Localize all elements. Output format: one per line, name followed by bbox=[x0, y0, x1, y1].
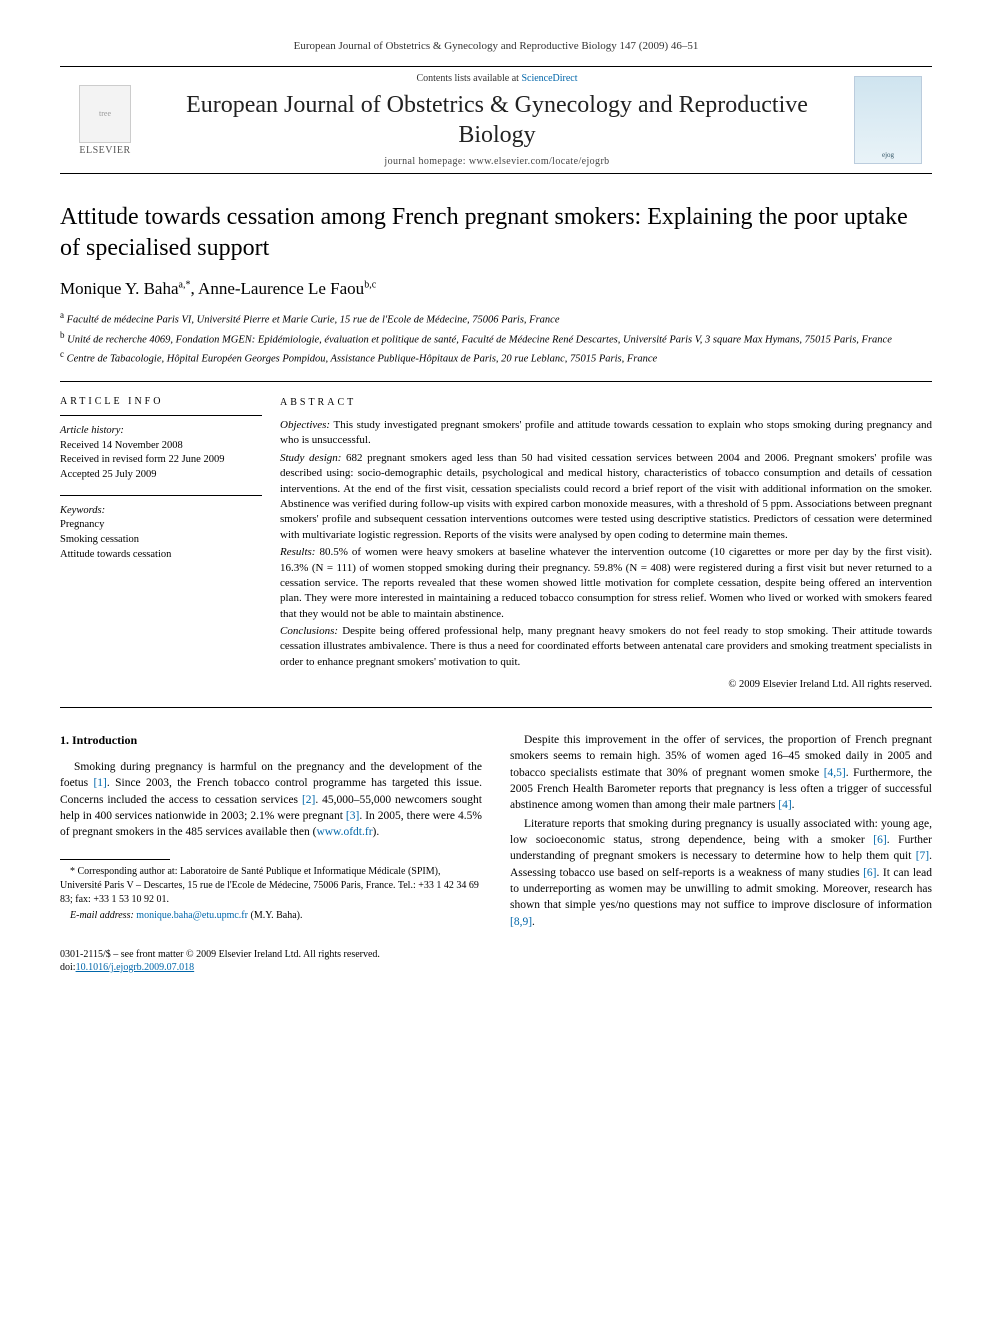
text-run: Literature reports that smoking during p… bbox=[510, 818, 932, 846]
page-footer: 0301-2115/$ – see front matter © 2009 El… bbox=[60, 948, 932, 974]
affiliation: b Unité de recherche 4069, Fondation MGE… bbox=[60, 329, 932, 348]
affil-text: Centre de Tabacologie, Hôpital Européen … bbox=[67, 353, 658, 364]
front-matter-line: 0301-2115/$ – see front matter © 2009 El… bbox=[60, 948, 932, 961]
footnotes: * Corresponding author at: Laboratoire d… bbox=[60, 865, 482, 923]
body-paragraph: Literature reports that smoking during p… bbox=[510, 816, 932, 930]
abstract-segment: Objectives: This study investigated preg… bbox=[280, 418, 932, 449]
article-title: Attitude towards cessation among French … bbox=[60, 202, 932, 263]
body-paragraph: Despite this improvement in the offer of… bbox=[510, 732, 932, 814]
affil-text: Faculté de médecine Paris VI, Université… bbox=[67, 315, 560, 326]
author-affil-sup: a,* bbox=[179, 280, 191, 291]
external-url-link[interactable]: www.ofdt.fr bbox=[316, 826, 372, 838]
affiliation: c Centre de Tabacologie, Hôpital Europée… bbox=[60, 348, 932, 367]
citation-link[interactable]: [3] bbox=[346, 810, 359, 822]
running-header: European Journal of Obstetrics & Gynecol… bbox=[60, 40, 932, 52]
citation-link[interactable]: [4] bbox=[778, 799, 791, 811]
abstract-seg-text: This study investigated pregnant smokers… bbox=[280, 419, 932, 446]
citation-link[interactable]: [7] bbox=[916, 850, 929, 862]
history-item: Received in revised form 22 June 2009 bbox=[60, 453, 262, 468]
journal-homepage-line: journal homepage: www.elsevier.com/locat… bbox=[154, 156, 840, 167]
abstract-column: ABSTRACT Objectives: This study investig… bbox=[280, 396, 932, 693]
corr-label: * Corresponding author at: bbox=[70, 866, 180, 877]
publisher-name: ELSEVIER bbox=[79, 145, 130, 156]
abstract-segment: Conclusions: Despite being offered profe… bbox=[280, 624, 932, 670]
keyword: Attitude towards cessation bbox=[60, 548, 262, 563]
abstract-seg-text: Despite being offered professional help,… bbox=[280, 625, 932, 668]
abstract-copyright: © 2009 Elsevier Ireland Ltd. All rights … bbox=[280, 678, 932, 693]
abstract-segment: Results: 80.5% of women were heavy smoke… bbox=[280, 545, 932, 622]
cover-thumb-block: ejog bbox=[844, 67, 932, 173]
author-name: Monique Y. Baha bbox=[60, 279, 179, 298]
keywords-block: Keywords: Pregnancy Smoking cessation At… bbox=[60, 495, 262, 563]
affil-sup: b bbox=[60, 330, 65, 340]
history-label: Article history: bbox=[60, 424, 262, 439]
abstract-seg-label: Objectives: bbox=[280, 419, 330, 431]
doi-label: doi: bbox=[60, 962, 76, 973]
abstract-seg-text: 682 pregnant smokers aged less than 50 h… bbox=[280, 452, 932, 541]
keyword: Pregnancy bbox=[60, 518, 262, 533]
history-item: Accepted 25 July 2009 bbox=[60, 468, 262, 483]
article-body: 1. Introduction Smoking during pregnancy… bbox=[60, 732, 932, 930]
text-run: . bbox=[792, 799, 795, 811]
article-history-block: Article history: Received 14 November 20… bbox=[60, 415, 262, 483]
contents-prefix: Contents lists available at bbox=[416, 73, 521, 84]
citation-link[interactable]: [8,9] bbox=[510, 916, 532, 928]
citation-link[interactable]: [6] bbox=[873, 834, 886, 846]
email-link[interactable]: monique.baha@etu.upmc.fr bbox=[136, 910, 248, 921]
abstract-seg-label: Conclusions: bbox=[280, 625, 338, 637]
text-run: . bbox=[532, 916, 535, 928]
journal-cover-icon: ejog bbox=[854, 76, 922, 164]
doi-link[interactable]: 10.1016/j.ejogrb.2009.07.018 bbox=[76, 962, 195, 973]
author-list: Monique Y. Bahaa,*, Anne-Laurence Le Fao… bbox=[60, 279, 932, 299]
affil-text: Unité de recherche 4069, Fondation MGEN:… bbox=[67, 334, 892, 345]
history-item: Received 14 November 2008 bbox=[60, 439, 262, 454]
email-label: E-mail address: bbox=[70, 910, 136, 921]
author-separator: , bbox=[190, 279, 198, 298]
abstract-seg-label: Study design: bbox=[280, 452, 341, 464]
citation-link[interactable]: [2] bbox=[302, 794, 315, 806]
body-paragraph: Smoking during pregnancy is harmful on t… bbox=[60, 759, 482, 841]
elsevier-tree-icon: tree bbox=[79, 85, 131, 143]
affil-sup: a bbox=[60, 310, 64, 320]
journal-name: European Journal of Obstetrics & Gynecol… bbox=[154, 90, 840, 150]
abstract-heading: ABSTRACT bbox=[280, 396, 932, 410]
citation-link[interactable]: [1] bbox=[93, 777, 106, 789]
affiliation: a Faculté de médecine Paris VI, Universi… bbox=[60, 309, 932, 328]
author-affil-sup: b,c bbox=[364, 280, 376, 291]
sciencedirect-link[interactable]: ScienceDirect bbox=[521, 73, 577, 84]
article-info-heading: ARTICLE INFO bbox=[60, 396, 262, 407]
homepage-url[interactable]: www.elsevier.com/locate/ejogrb bbox=[469, 156, 610, 167]
email-suffix: (M.Y. Baha). bbox=[248, 910, 303, 921]
author-name: Anne-Laurence Le Faou bbox=[198, 279, 364, 298]
affil-sup: c bbox=[60, 349, 64, 359]
corresponding-author-note: * Corresponding author at: Laboratoire d… bbox=[60, 865, 482, 907]
abstract-seg-label: Results: bbox=[280, 546, 315, 558]
homepage-prefix: journal homepage: bbox=[384, 156, 468, 167]
section-heading: 1. Introduction bbox=[60, 732, 482, 749]
contents-available-line: Contents lists available at ScienceDirec… bbox=[154, 73, 840, 84]
abstract-segment: Study design: 682 pregnant smokers aged … bbox=[280, 451, 932, 543]
keywords-label: Keywords: bbox=[60, 504, 262, 519]
citation-link[interactable]: [4,5] bbox=[824, 767, 846, 779]
keyword: Smoking cessation bbox=[60, 533, 262, 548]
doi-line: doi:10.1016/j.ejogrb.2009.07.018 bbox=[60, 961, 932, 974]
journal-masthead: tree ELSEVIER Contents lists available a… bbox=[60, 66, 932, 174]
masthead-center: Contents lists available at ScienceDirec… bbox=[150, 67, 844, 173]
abstract-seg-text: 80.5% of women were heavy smokers at bas… bbox=[280, 546, 932, 620]
info-abstract-row: ARTICLE INFO Article history: Received 1… bbox=[60, 381, 932, 708]
citation-link[interactable]: [6] bbox=[863, 867, 876, 879]
email-note: E-mail address: monique.baha@etu.upmc.fr… bbox=[60, 909, 482, 923]
publisher-logo-block: tree ELSEVIER bbox=[60, 67, 150, 173]
article-info-column: ARTICLE INFO Article history: Received 1… bbox=[60, 396, 280, 693]
text-run: ). bbox=[373, 826, 380, 838]
footnote-rule bbox=[60, 859, 170, 860]
affiliations: a Faculté de médecine Paris VI, Universi… bbox=[60, 309, 932, 367]
